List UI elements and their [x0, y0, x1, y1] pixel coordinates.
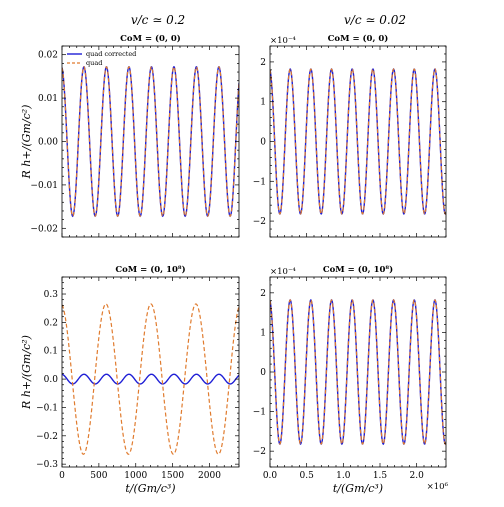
legend-label: quad corrected: [86, 50, 136, 58]
chart-panel-2: CoM = (0, 0) −2 −1 0 1 2 ×10⁻⁴: [253, 33, 447, 238]
chart-panel-1: CoM = (0, 0) −0.02 −0.01 0.00 0.01 0.02 R h+/(…: [20, 33, 240, 238]
series-line-quad: [270, 68, 446, 215]
y-axis-exponent: ×10⁻⁴: [270, 36, 296, 46]
y-tick-label: −0.1: [36, 403, 58, 413]
x-tick-label: 2.0: [410, 471, 425, 481]
y-tick-label: 1: [260, 98, 266, 108]
plot-frame: [61, 45, 240, 238]
panel-title: CoM = (0, 10⁸): [115, 264, 185, 275]
y-tick-label: −0.01: [30, 181, 58, 191]
x-tick-label: 1500: [161, 471, 184, 481]
y-tick-label: 0.01: [38, 94, 58, 104]
x-axis-label: t/(Gm/c³): [333, 482, 383, 495]
y-tick-label: −2: [253, 447, 266, 457]
y-tick-label: 2: [260, 58, 266, 68]
series-line-quad-corrected: [270, 298, 446, 446]
series-line-quad-corrected: [62, 373, 239, 385]
y-tick-label: −0.02: [30, 224, 58, 234]
y-tick-label: 0.1: [44, 347, 58, 357]
series-line-quad: [270, 299, 446, 445]
panel-title: CoM = (0, 10⁸): [323, 264, 393, 275]
x-tick-label: 1000: [124, 471, 147, 481]
x-tick-label: 0.0: [263, 471, 278, 481]
y-tick-label: 2: [260, 289, 266, 299]
series-line-quad: [62, 303, 239, 455]
x-tick-label: 2000: [198, 471, 221, 481]
panel-title: CoM = (0, 0): [328, 33, 389, 44]
y-tick-label: 0.02: [38, 51, 58, 61]
series-line-quad: [62, 66, 239, 218]
plot-frame: [61, 276, 240, 468]
y-tick-label: −1: [253, 408, 266, 418]
legend-label: quad: [86, 59, 102, 67]
x-tick-label: 0: [59, 471, 65, 481]
y-tick-label: −2: [253, 217, 266, 227]
y-axis-label: R h+/(Gm/c²): [20, 105, 33, 180]
x-axis-exponent: ×10⁶: [427, 482, 449, 492]
chart-panel-4: CoM = (0, 10⁸) 0.0 0.5 1.0 1.5 2.0 −2 −1 0 1 2 ×10⁻…: [253, 264, 449, 495]
y-tick-label: −0.2: [36, 432, 58, 442]
right-column-title: v/c ≃ 0.02: [344, 13, 406, 27]
panel-title: CoM = (0, 0): [120, 33, 181, 44]
y-tick-label: 0.2: [44, 318, 58, 328]
y-axis-exponent: ×10⁻⁴: [270, 267, 296, 277]
y-tick-label: 0.00: [38, 138, 58, 148]
x-tick-label: 1.5: [373, 471, 388, 481]
y-tick-label: 0: [260, 368, 266, 378]
x-tick-label: 500: [90, 471, 107, 481]
x-axis-label: t/(Gm/c³): [125, 482, 175, 495]
chart-panel-3: CoM = (0, 10⁸) 0 500 1000 1500 2000 −0.3 −0.2 −0…: [20, 264, 240, 495]
y-tick-label: −1: [253, 177, 266, 187]
y-tick-label: −0.3: [36, 460, 58, 470]
y-tick-label: 0.3: [44, 290, 59, 300]
left-column-title: v/c ≃ 0.2: [131, 13, 185, 27]
x-tick-label: 0.5: [300, 471, 315, 481]
y-axis-label: R h+/(Gm/c²): [20, 335, 33, 410]
y-tick-label: 1: [260, 328, 266, 338]
y-tick-label: 0.0: [44, 375, 59, 385]
y-tick-label: 0: [260, 138, 266, 148]
series-line-quad-corrected: [62, 66, 239, 218]
x-tick-label: 1.0: [336, 471, 351, 481]
